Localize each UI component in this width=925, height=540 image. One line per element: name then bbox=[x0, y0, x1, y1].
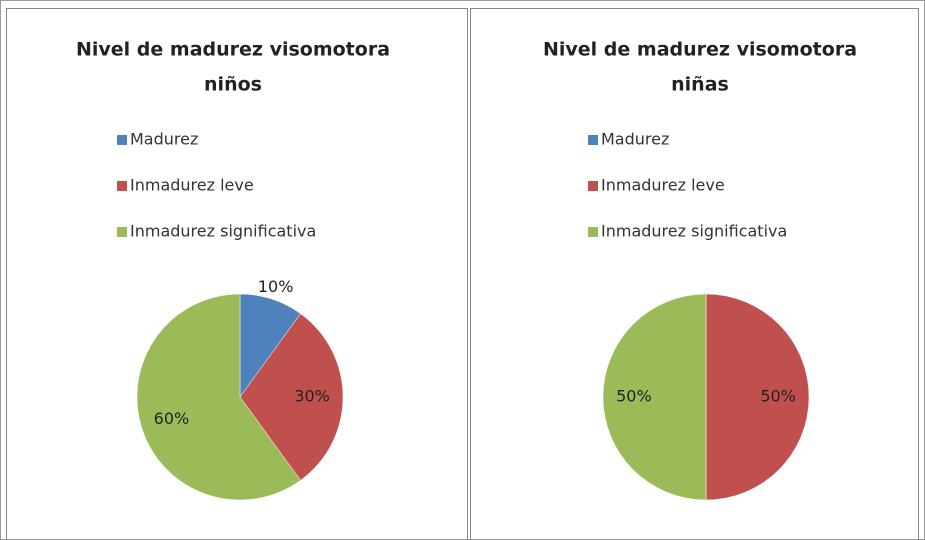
chart-panel bbox=[6, 8, 468, 540]
data-label: 10% bbox=[258, 277, 294, 296]
chart-panel bbox=[470, 8, 919, 540]
data-label: 60% bbox=[154, 409, 190, 428]
chart-title: Nivel de madurez visomotora bbox=[543, 39, 857, 61]
pie-slice bbox=[136, 293, 301, 501]
pie-slice bbox=[239, 313, 344, 481]
legend-label: Inmadurez leve bbox=[601, 176, 725, 195]
pie-slice bbox=[602, 293, 707, 501]
data-label: 50% bbox=[760, 387, 796, 406]
legend-label: Inmadurez leve bbox=[130, 176, 254, 195]
legend-swatch bbox=[588, 135, 598, 145]
chart-title: Nivel de madurez visomotora bbox=[76, 39, 390, 61]
legend-swatch bbox=[117, 135, 127, 145]
chart-title: niños bbox=[204, 74, 262, 96]
legend-label: Inmadurez significativa bbox=[130, 222, 316, 241]
pie-slice bbox=[705, 293, 810, 501]
legend-label: Madurez bbox=[130, 130, 198, 149]
legend-swatch bbox=[117, 227, 127, 237]
data-label: 50% bbox=[616, 387, 652, 406]
data-label: 30% bbox=[294, 387, 330, 406]
legend-swatch bbox=[117, 181, 127, 191]
legend-label: Inmadurez significativa bbox=[601, 222, 787, 241]
legend-label: Madurez bbox=[601, 130, 669, 149]
chart-title: niñas bbox=[671, 74, 729, 96]
legend-swatch bbox=[588, 227, 598, 237]
legend-swatch bbox=[588, 181, 598, 191]
